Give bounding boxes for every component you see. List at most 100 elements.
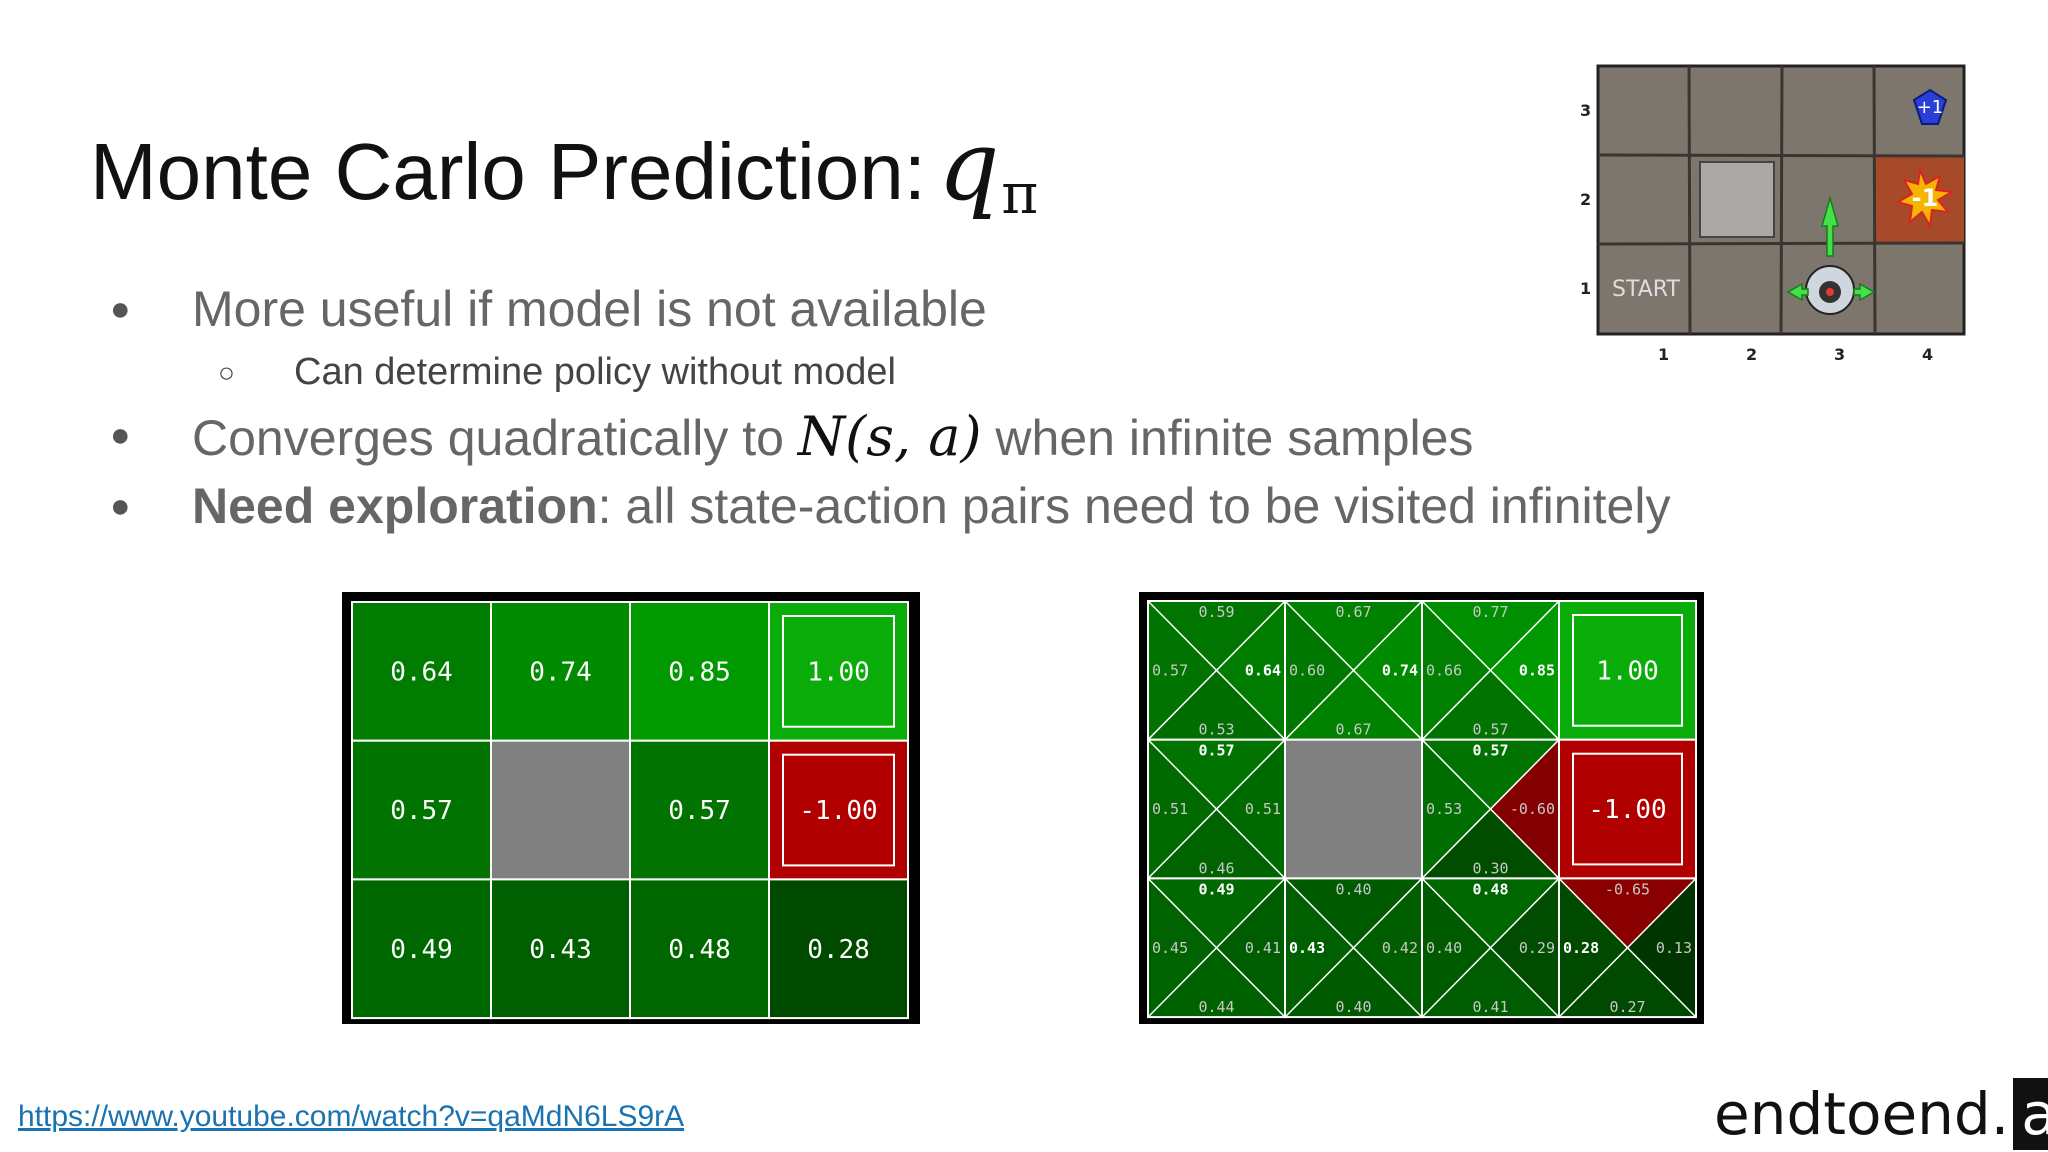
q-triangle-s bbox=[1148, 670, 1285, 740]
col-label: 2 bbox=[1746, 345, 1757, 364]
q-value-s: 0.46 bbox=[1198, 859, 1234, 877]
q-value-w: 0.45 bbox=[1152, 939, 1188, 957]
q-triangle-n bbox=[1148, 601, 1285, 671]
q-triangle-e bbox=[1490, 601, 1559, 740]
gridworld-illustration: +1 -1 START 3 2 1 1 2 3 4 bbox=[1580, 64, 1966, 364]
sub-bullet-text: Can determine policy without model bbox=[294, 351, 896, 393]
q-value-s: 0.41 bbox=[1472, 998, 1508, 1016]
q-triangle-e bbox=[1216, 878, 1285, 1018]
col-label: 4 bbox=[1922, 345, 1933, 364]
q-triangle-w bbox=[1422, 878, 1491, 1018]
q-triangle-w bbox=[1422, 601, 1491, 740]
q-value-e: 0.29 bbox=[1519, 939, 1555, 957]
explosion-icon bbox=[1895, 166, 1956, 230]
bullet-text: More useful if model is not available bbox=[192, 281, 987, 337]
value-grid: 0.64 0.74 0.85 1.00 0.57 0.57 -1.00 0.49 0.43 0.4… bbox=[342, 592, 920, 1024]
q-value-w: 0.43 bbox=[1289, 939, 1325, 957]
q-cell: -1.00 bbox=[1558, 738, 1697, 880]
q-triangle-s bbox=[1422, 947, 1559, 1018]
cell-value: 0.43 bbox=[529, 935, 592, 965]
q-triangle-n bbox=[1285, 601, 1422, 671]
cell-value: -1.00 bbox=[1588, 795, 1666, 825]
cell-value: 0.85 bbox=[668, 657, 731, 687]
value-cell: 0.28 bbox=[768, 878, 909, 1020]
q-value-e: -0.60 bbox=[1510, 800, 1555, 818]
value-cell: 0.48 bbox=[629, 878, 770, 1020]
q-cell: 0.57 0.51 0.46 0.51 bbox=[1147, 738, 1286, 880]
q-cell: 0.67 0.74 0.67 0.60 bbox=[1284, 600, 1423, 741]
q-triangle-w bbox=[1285, 878, 1354, 1018]
bullet-bold: Need exploration bbox=[192, 478, 598, 534]
q-triangle-e bbox=[1627, 878, 1696, 1018]
value-cell: 0.64 bbox=[351, 601, 492, 742]
title-symbol: qπ bbox=[937, 110, 1039, 227]
youtube-link[interactable]: https://www.youtube.com/watch?v=qaMdN6LS… bbox=[18, 1100, 685, 1133]
q-triangle-s bbox=[1559, 947, 1696, 1018]
terminal-inner-border bbox=[782, 753, 895, 867]
cell-value: 0.49 bbox=[390, 935, 453, 965]
value-cell: 1.00 bbox=[768, 601, 909, 742]
row-label: 2 bbox=[1580, 190, 1591, 209]
q-triangle-s bbox=[1148, 947, 1285, 1018]
q-triangle-e bbox=[1490, 878, 1559, 1018]
q-value-w: 0.66 bbox=[1426, 661, 1462, 679]
terminal-inner-border bbox=[1572, 752, 1683, 866]
q-triangle-s bbox=[1285, 947, 1422, 1018]
endtoend-logo: endtoend.ai bbox=[1714, 1078, 2048, 1150]
action-arrows bbox=[1786, 195, 1876, 302]
cell-value: 0.64 bbox=[390, 657, 453, 687]
terminal-inner-border bbox=[1572, 614, 1683, 727]
q-value-n: 0.77 bbox=[1472, 603, 1508, 621]
value-cell: 0.57 bbox=[351, 739, 492, 881]
q-triangle-n bbox=[1422, 878, 1559, 948]
q-triangle-s bbox=[1148, 809, 1285, 879]
cell-value: 0.57 bbox=[668, 796, 731, 826]
q-cell: 0.77 0.85 0.57 0.66 bbox=[1421, 600, 1560, 741]
cell-value: 1.00 bbox=[807, 657, 870, 687]
q-value-w: 0.51 bbox=[1152, 800, 1188, 818]
q-triangle-w bbox=[1422, 739, 1491, 879]
math-expression: N(s, a) bbox=[797, 405, 982, 468]
q-value-n: 0.67 bbox=[1335, 603, 1371, 621]
reward-positive: +1 bbox=[1917, 97, 1944, 118]
q-triangle-n bbox=[1285, 878, 1422, 948]
q-value-grid: 0.59 0.64 0.53 0.57 0.67 0.74 0.67 0.60 0.77 0.85… bbox=[1139, 592, 1704, 1024]
q-value-n: 0.57 bbox=[1198, 742, 1234, 760]
q-value-n: 0.48 bbox=[1472, 880, 1508, 898]
q-value-w: 0.60 bbox=[1289, 661, 1325, 679]
q-cell: 0.48 0.29 0.41 0.40 bbox=[1421, 877, 1560, 1019]
q-triangle-n bbox=[1148, 878, 1285, 948]
q-triangle-e bbox=[1216, 739, 1285, 879]
cell-value: 0.74 bbox=[529, 657, 592, 687]
q-triangle-e bbox=[1216, 601, 1285, 740]
value-cell: 0.74 bbox=[490, 601, 631, 742]
cell-value: 1.00 bbox=[1596, 656, 1659, 686]
q-cell: 0.40 0.42 0.40 0.43 bbox=[1284, 877, 1423, 1019]
value-cell: -1.00 bbox=[768, 739, 909, 881]
cell-value: -1.00 bbox=[799, 796, 877, 826]
col-label: 3 bbox=[1834, 345, 1845, 364]
value-cell bbox=[490, 739, 631, 881]
q-value-e: 0.64 bbox=[1245, 661, 1281, 679]
row-label: 1 bbox=[1580, 279, 1591, 298]
q-cell: 1.00 bbox=[1558, 600, 1697, 741]
q-value-n: 0.49 bbox=[1198, 880, 1234, 898]
row-label: 3 bbox=[1580, 101, 1591, 120]
terminal-inner-border bbox=[782, 615, 895, 728]
q-value-w: 0.53 bbox=[1426, 800, 1462, 818]
q-value-n: 0.40 bbox=[1335, 880, 1371, 898]
sub-bullet-dot: ○ bbox=[218, 357, 235, 388]
q-value-e: 0.51 bbox=[1245, 800, 1281, 818]
cell-value: 0.48 bbox=[668, 935, 731, 965]
q-triangle-w bbox=[1148, 601, 1217, 740]
slide-title: Monte Carlo Prediction: qπ bbox=[90, 118, 1038, 223]
cell-value: 0.57 bbox=[390, 796, 453, 826]
q-cell bbox=[1284, 738, 1423, 880]
robot-icon bbox=[1805, 265, 1855, 315]
q-triangle-n bbox=[1148, 739, 1285, 810]
q-value-e: 0.41 bbox=[1245, 939, 1281, 957]
q-triangle-n bbox=[1422, 739, 1559, 810]
q-value-s: 0.67 bbox=[1335, 721, 1371, 739]
q-cell: 0.57 -0.60 0.30 0.53 bbox=[1421, 738, 1560, 880]
q-value-n: 0.59 bbox=[1198, 603, 1234, 621]
